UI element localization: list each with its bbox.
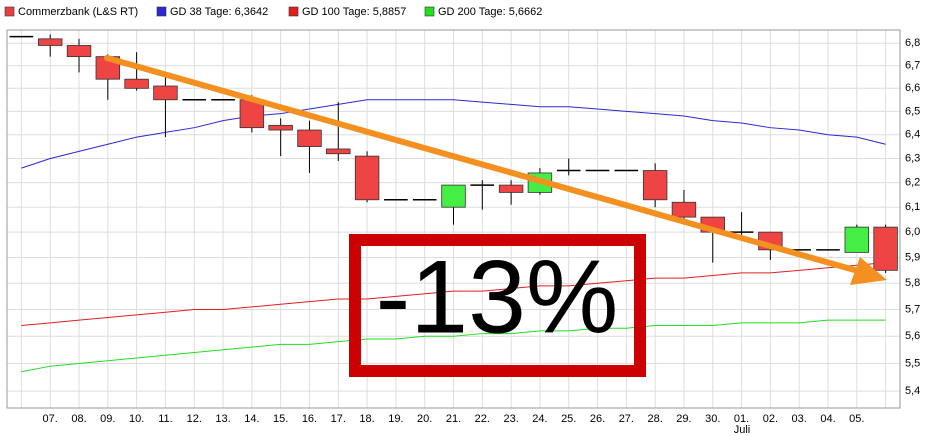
- y-tick-label: 6,4: [905, 129, 920, 141]
- x-tick-label: 08.: [71, 413, 86, 425]
- x-tick-label: 13.: [215, 413, 230, 425]
- x-tick-label: 20.: [417, 413, 432, 425]
- x-tick-label: 17.: [331, 413, 346, 425]
- x-tick-label: 11.: [158, 413, 172, 425]
- x-tick-label: 01.: [734, 413, 749, 425]
- candle-body: [354, 155, 380, 201]
- y-tick-label: 5,7: [905, 303, 920, 315]
- x-tick-label: 24.: [532, 413, 547, 425]
- x-tick-label: 16.: [302, 413, 317, 425]
- x-tick-label: 23.: [503, 413, 518, 425]
- candle-body: [153, 85, 178, 101]
- y-tick-label: 6,8: [905, 37, 920, 49]
- legend-swatch: [288, 6, 299, 17]
- annotation-text: -13%: [376, 239, 619, 355]
- trend-arrow-head: [850, 257, 887, 285]
- axes: 5,4 5,5 5,6 5,7 5,8 5,9 6,0 6,1 6,2 6,3 6,4 6,5 6,6 6…: [43, 37, 921, 425]
- candle-body: [844, 226, 870, 253]
- y-tick-label: 5,4: [905, 385, 920, 397]
- y-tick-label: 5,6: [905, 330, 920, 342]
- candle-body: [268, 124, 293, 131]
- x-tick-label: 22.: [475, 413, 490, 425]
- legend-label: GD 38 Tage: 6,3642: [170, 6, 268, 18]
- y-tick-label: 5,9: [905, 251, 920, 263]
- candle-body: [873, 226, 898, 271]
- plot-frame: [6, 29, 901, 409]
- x-tick-label: 12.: [187, 413, 202, 425]
- x-tick-label: 26.: [590, 413, 605, 425]
- x-tick-label: 07.: [43, 413, 58, 425]
- x-tick-label: 02.: [763, 413, 778, 425]
- y-tick-label: 6,5: [905, 105, 920, 117]
- legend-swatch: [156, 6, 167, 17]
- candle-body: [37, 38, 63, 46]
- candle-body: [642, 170, 668, 201]
- legend-label: GD 100 Tage: 5,8857: [302, 6, 406, 18]
- legend-label: GD 200 Tage: 5,6662: [438, 6, 542, 18]
- y-tick-label: 6,7: [905, 60, 920, 72]
- candle-body: [326, 148, 351, 155]
- y-tick-label: 6,0: [905, 226, 920, 238]
- x-tick-label: 27.: [619, 413, 634, 425]
- x-tick-label: 21.: [446, 413, 461, 425]
- candle-body: [66, 45, 92, 58]
- y-tick-label: 6,1: [905, 201, 920, 213]
- x-tick-label: 04.: [820, 413, 835, 425]
- x-tick-label: 28.: [647, 413, 662, 425]
- legend: Commerzbank (L&S RT) GD 38 Tage: 6,3642 GD…: [4, 6, 542, 18]
- x-tick-label: 05.: [849, 413, 864, 425]
- y-tick-label: 6,6: [905, 82, 920, 94]
- trend-arrow: [104, 55, 861, 274]
- moving-average-line: [21, 262, 886, 327]
- x-tick-label: 15.: [273, 413, 288, 425]
- candle-body: [671, 201, 697, 218]
- candle-body: [498, 184, 524, 193]
- x-tick-label: 19.: [388, 413, 403, 425]
- x-tick-label: 09.: [100, 413, 115, 425]
- candle-body: [124, 78, 149, 89]
- x-tick-label: 18.: [359, 413, 374, 425]
- y-tick-label: 6,3: [905, 152, 920, 164]
- candle-body: [441, 184, 466, 208]
- legend-label: Commerzbank (L&S RT): [18, 6, 138, 18]
- moving-average-line: [21, 319, 886, 373]
- annotation-box: [349, 234, 646, 377]
- x-tick-label: 03.: [792, 413, 807, 425]
- y-tick-label: 5,8: [905, 277, 920, 289]
- x-tick-label: 29.: [676, 413, 691, 425]
- x-tick-label: 10.: [129, 413, 144, 425]
- legend-swatch: [424, 6, 435, 17]
- legend-swatch: [4, 6, 15, 17]
- x-tick-label: 25.: [561, 413, 576, 425]
- y-tick-label: 5,5: [905, 357, 920, 369]
- candle-body: [297, 129, 322, 147]
- x-tick-label: 14.: [244, 413, 259, 425]
- month-label: Juli: [734, 424, 751, 436]
- x-tick-label: 30.: [705, 413, 720, 425]
- y-tick-label: 6,2: [905, 177, 920, 189]
